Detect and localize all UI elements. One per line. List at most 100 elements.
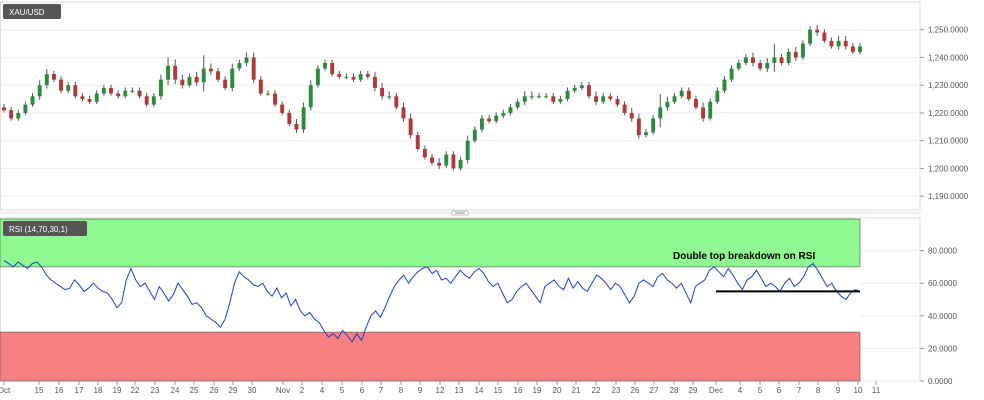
date-tick-label: 15 (35, 386, 44, 395)
date-tick-label: 17 (75, 386, 84, 395)
candle-body (123, 90, 128, 97)
candle-body (508, 107, 513, 113)
candle-body (722, 79, 727, 91)
price-pane-grid (0, 1, 921, 211)
date-tick-label: 26 (210, 386, 219, 395)
price-tick-label: 1,200.0000 (928, 164, 969, 173)
candle-body (458, 160, 463, 169)
price-candles (2, 24, 862, 171)
date-tick-label: 25 (190, 386, 199, 395)
candle-body (258, 79, 263, 94)
pane-resize-handle[interactable] (451, 210, 469, 216)
candle-body (715, 90, 720, 102)
date-tick-label: 2 (300, 386, 305, 395)
price-tick-label: 1,250.0000 (928, 26, 969, 35)
candle-body (323, 63, 327, 69)
candle-body (23, 104, 28, 113)
candle-body (94, 93, 99, 102)
candle-body (294, 124, 299, 130)
date-tick-label: 18 (94, 386, 103, 395)
candle-body (330, 63, 335, 75)
candle-body (337, 74, 342, 77)
rsi-tick-label: 20.0000 (928, 344, 957, 353)
candle-body (644, 132, 648, 136)
date-tick-label: Oct (0, 386, 11, 395)
candle-body (223, 79, 228, 88)
date-tick-label: 20 (553, 386, 562, 395)
date-tick-label: 6 (777, 386, 782, 395)
candle-body (686, 90, 691, 100)
date-tick-label: 30 (248, 386, 257, 395)
candle-body (829, 40, 834, 47)
date-tick-label: Nov (276, 386, 290, 395)
date-tick-label: 4 (738, 386, 743, 395)
candle-body (494, 115, 499, 122)
rsi-overbought-zone (0, 218, 861, 268)
candle-body (772, 57, 777, 64)
candle-body (265, 93, 270, 95)
rsi-annotation: Double top breakdown on RSI (673, 251, 815, 262)
candle-body (301, 107, 306, 130)
date-tick-label: 14 (475, 386, 484, 395)
candle-body (394, 96, 399, 108)
candle-body (843, 40, 848, 47)
candle-body (137, 90, 142, 97)
candle-body (430, 157, 434, 163)
candle-body (116, 93, 121, 97)
candle-body (2, 107, 6, 111)
candle-body (194, 76, 199, 83)
candle-body (800, 43, 805, 58)
date-tick-label: 22 (131, 386, 140, 395)
candle-body (230, 68, 235, 88)
candle-body (287, 112, 292, 125)
candle-body (87, 99, 92, 102)
candle-body (130, 90, 135, 92)
date-tick-label: 8 (816, 386, 821, 395)
candle-body (522, 96, 527, 102)
rsi-oversold-zone (0, 331, 861, 382)
rsi-tick-label: 60.0000 (928, 279, 957, 288)
candle-body (30, 96, 35, 105)
candle-body (308, 85, 313, 108)
date-tick-label: 5 (758, 386, 763, 395)
candle-body (608, 96, 613, 100)
candle-body (601, 96, 606, 102)
date-tick-label: 19 (533, 386, 542, 395)
date-tick-label: 16 (514, 386, 523, 395)
candle-body (765, 63, 770, 69)
candle-body (180, 79, 185, 86)
price-axis-ticks: 1,190.0000 1,200.0000 1,210.0000 1,220.0000… (920, 26, 969, 201)
candle-body (351, 76, 356, 80)
candle-body (786, 51, 791, 64)
candle-body (173, 65, 178, 80)
candle-body (415, 135, 420, 149)
candle-body (158, 79, 163, 97)
date-tick-label: 15 (494, 386, 503, 395)
rsi-tick-label: 40.0000 (928, 312, 957, 321)
rsi-tag (3, 221, 87, 236)
candle-body (51, 74, 56, 80)
candle-body (679, 90, 684, 97)
instrument-tag-label: XAU/USD (9, 8, 45, 17)
candle-body (280, 104, 285, 113)
candle-body (622, 104, 627, 113)
price-tick-label: 1,230.0000 (928, 81, 969, 90)
candle-body (344, 76, 349, 78)
date-tick-label: 11 (872, 386, 881, 395)
date-tick-label: 23 (151, 386, 160, 395)
date-tick-label: 12 (436, 386, 445, 395)
date-tick-label: 10 (854, 386, 863, 395)
candle-body (401, 107, 406, 119)
date-tick-label: 21 (572, 386, 581, 395)
candle-body (444, 154, 449, 166)
candle-body (751, 57, 755, 64)
candle-body (9, 110, 14, 119)
candle-body (73, 85, 78, 97)
candle-body (315, 68, 320, 86)
candle-body (237, 63, 242, 69)
candle-body (408, 118, 413, 136)
date-tick-label: 27 (650, 386, 659, 395)
candle-body (372, 76, 377, 88)
date-tick-label: 7 (797, 386, 802, 395)
